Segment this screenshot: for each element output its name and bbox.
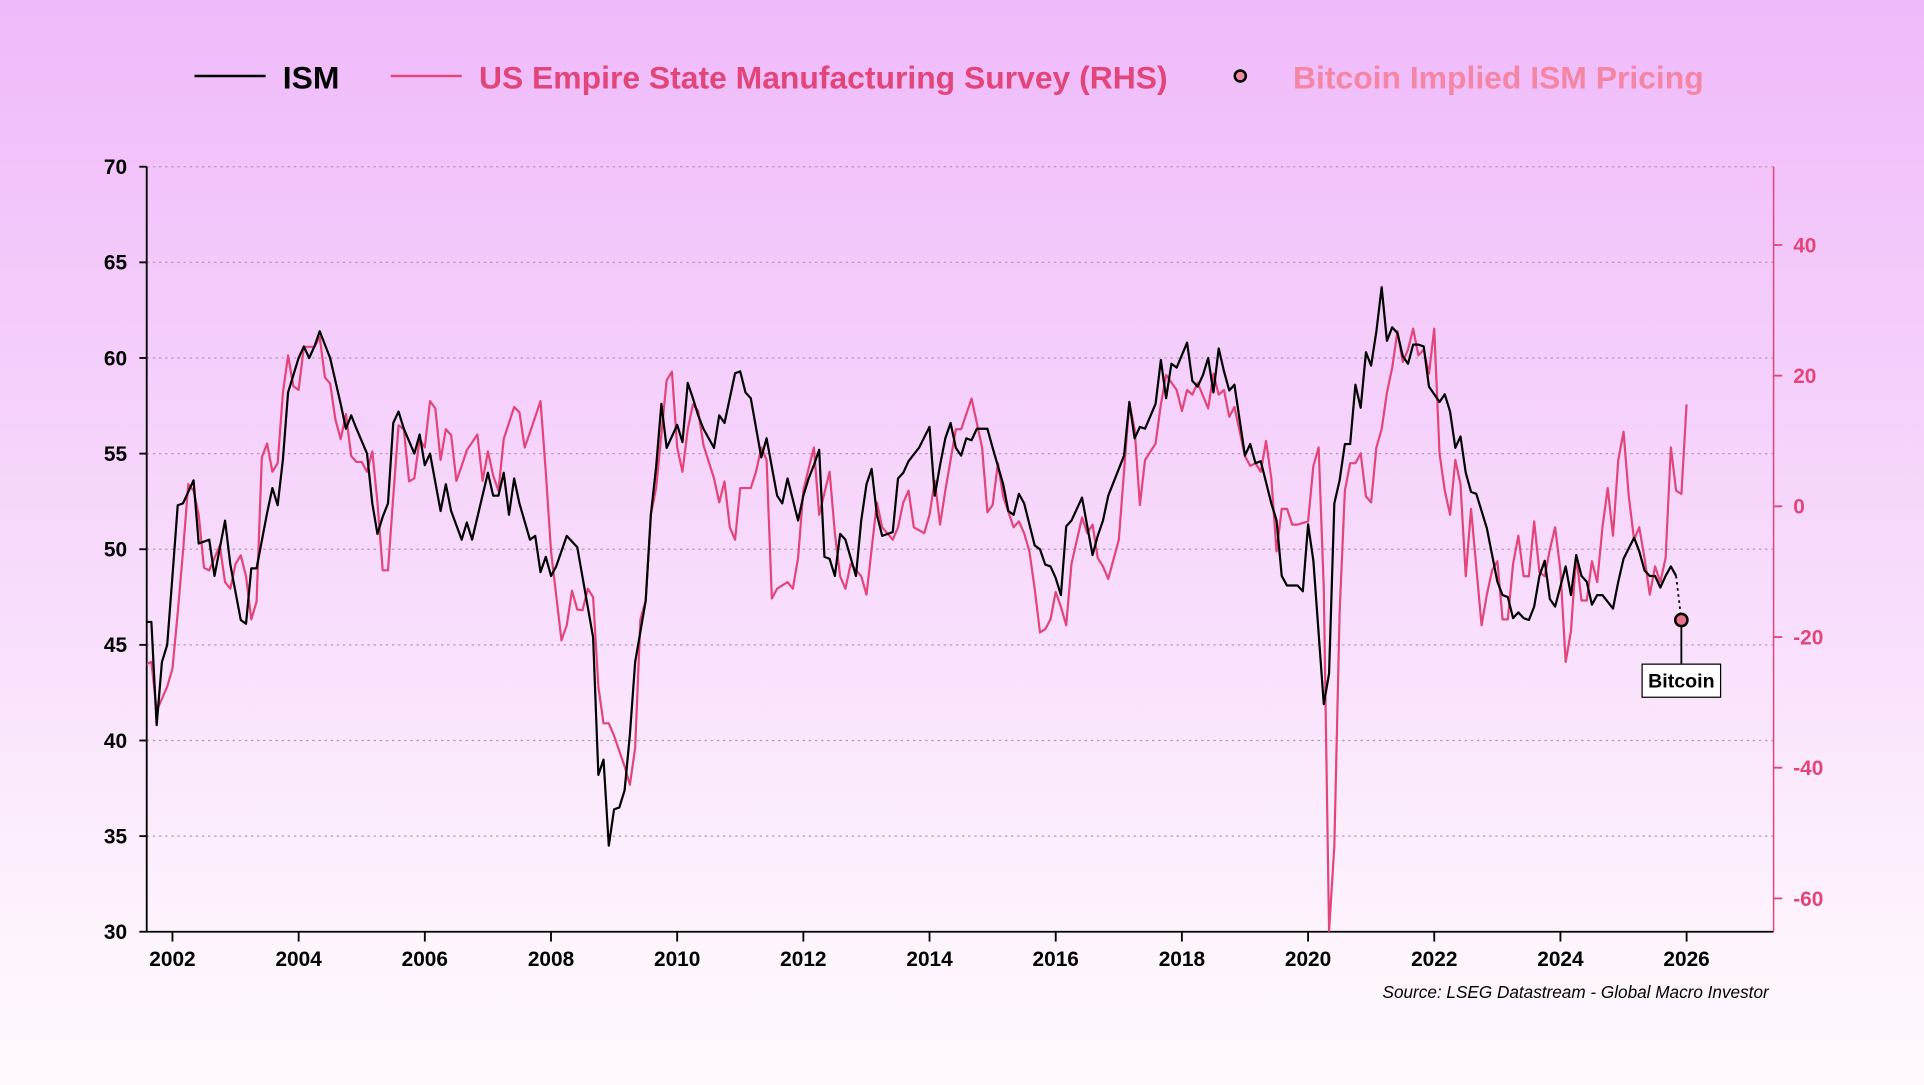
x-tick-label: 2018 [1159,948,1205,971]
legend-label-bitcoin: Bitcoin Implied ISM Pricing [1293,59,1704,95]
legend-label-empire: US Empire State Manufacturing Survey (RH… [479,59,1168,95]
ism-line [146,286,1678,847]
left-tick-label: 65 [104,252,127,275]
x-tick-label: 2024 [1537,948,1584,971]
left-tick-label: 55 [104,443,127,466]
gridlines [146,166,1774,837]
x-tick-label: 2020 [1285,948,1331,971]
series [146,286,1688,932]
x-tick-label: 2026 [1663,948,1709,971]
left-tick-label: 50 [104,539,127,562]
x-tick-label: 2010 [654,948,700,971]
x-tick-label: 2006 [402,948,448,971]
x-tick-label: 2008 [528,948,574,971]
empire-state-line [146,327,1688,932]
left-tick-label: 40 [104,730,127,753]
x-tick-label: 2004 [275,948,322,971]
bitcoin-callout-box [1641,663,1722,698]
right-tick-label: 0 [1793,496,1805,519]
bitcoin-implied-point [1673,612,1689,628]
x-tick-label: 2014 [906,948,953,971]
x-tick-label: 2022 [1411,948,1457,971]
axes: 30 35 40 45 50 55 60 65 70 40 20 0 -20 -40 -60 2002 2004… [104,156,1823,971]
left-tick-label: 45 [104,634,127,657]
legend-marker-bitcoin [1233,69,1248,83]
left-tick-label: 30 [104,921,127,944]
x-tick-label: 2002 [149,948,195,971]
right-tick-label: 20 [1793,365,1816,388]
right-tick-label: -40 [1793,757,1823,780]
legend: ISM US Empire State Manufacturing Survey… [194,59,1704,95]
source-note: Source: LSEG Datastream - Global Macro I… [1383,982,1770,1002]
x-tick-label: 2012 [780,948,826,971]
right-tick-label: -60 [1793,888,1823,911]
x-tick-label: 2016 [1033,948,1079,971]
legend-label-ism: ISM [283,59,340,95]
bitcoin-projection-dotted-line [1675,575,1683,621]
annotations: Bitcoin [1641,575,1722,698]
left-tick-label: 70 [104,156,127,179]
bitcoin-callout-label: Bitcoin [1648,670,1714,692]
right-tick-label: 40 [1793,234,1816,257]
left-tick-label: 60 [104,347,127,370]
left-tick-label: 35 [104,825,127,848]
right-tick-label: -20 [1793,626,1823,649]
